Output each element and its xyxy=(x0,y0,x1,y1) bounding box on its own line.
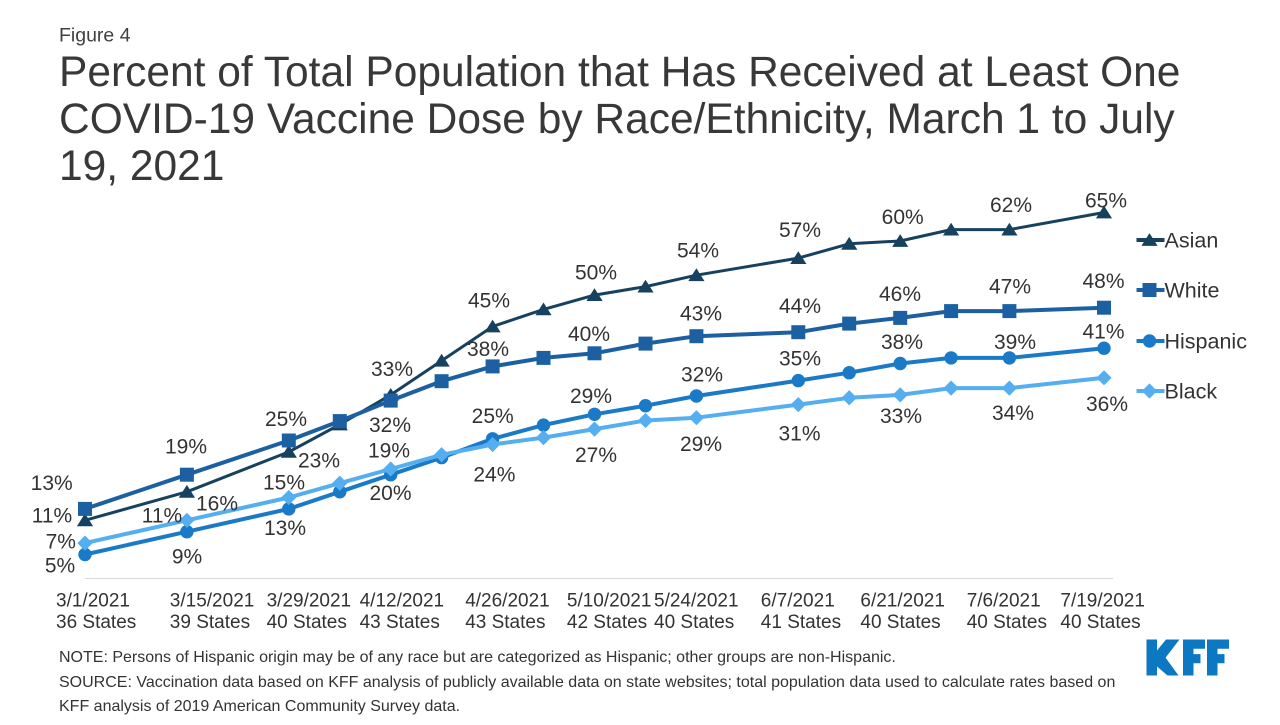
svg-text:16%: 16% xyxy=(196,492,238,515)
svg-text:11%: 11% xyxy=(142,504,182,527)
svg-text:34%: 34% xyxy=(992,402,1034,425)
svg-text:KFF analysis of 2019 American: KFF analysis of 2019 American Community … xyxy=(59,698,460,715)
svg-text:NOTE: Persons of Hispanic orig: NOTE: Persons of Hispanic origin may be … xyxy=(59,649,896,666)
svg-text:45%: 45% xyxy=(468,289,510,312)
svg-text:13%: 13% xyxy=(264,517,306,540)
svg-text:3/1/2021: 3/1/2021 xyxy=(56,591,130,612)
svg-text:Asian: Asian xyxy=(1165,229,1219,253)
svg-text:35%: 35% xyxy=(779,347,821,370)
svg-text:11%: 11% xyxy=(32,504,72,527)
svg-text:19%: 19% xyxy=(165,435,207,458)
svg-text:36%: 36% xyxy=(1086,393,1128,416)
svg-text:41 States: 41 States xyxy=(761,612,841,633)
svg-text:19%: 19% xyxy=(368,439,410,462)
svg-text:40 States: 40 States xyxy=(1060,612,1140,633)
svg-text:40 States: 40 States xyxy=(654,612,734,633)
svg-text:COVID-19 Vaccine Dose by Race/: COVID-19 Vaccine Dose by Race/Ethnicity,… xyxy=(59,96,1175,143)
svg-text:41%: 41% xyxy=(1082,320,1124,343)
svg-text:Hispanic: Hispanic xyxy=(1165,330,1248,354)
svg-text:57%: 57% xyxy=(779,219,821,242)
svg-text:19, 2021: 19, 2021 xyxy=(59,143,224,190)
svg-text:25%: 25% xyxy=(472,405,514,428)
svg-text:15%: 15% xyxy=(263,471,305,494)
svg-text:54%: 54% xyxy=(677,239,719,262)
svg-text:33%: 33% xyxy=(371,358,413,381)
svg-text:47%: 47% xyxy=(989,276,1031,299)
svg-text:39%: 39% xyxy=(994,331,1036,354)
svg-text:6/21/2021: 6/21/2021 xyxy=(860,591,945,612)
svg-text:60%: 60% xyxy=(882,206,924,229)
svg-text:SOURCE: Vaccination data based: SOURCE: Vaccination data based on KFF an… xyxy=(59,674,1115,691)
svg-text:43%: 43% xyxy=(680,302,722,325)
svg-text:46%: 46% xyxy=(879,283,921,306)
svg-text:39 States: 39 States xyxy=(170,612,250,633)
svg-text:42 States: 42 States xyxy=(567,612,647,633)
svg-text:44%: 44% xyxy=(779,295,821,318)
svg-text:27%: 27% xyxy=(575,444,617,467)
svg-text:31%: 31% xyxy=(778,422,820,445)
svg-text:9%: 9% xyxy=(172,545,202,568)
svg-text:Black: Black xyxy=(1165,380,1218,404)
svg-text:Percent of Total Population th: Percent of Total Population that Has Rec… xyxy=(59,49,1180,96)
svg-text:5/10/2021: 5/10/2021 xyxy=(567,591,652,612)
svg-text:7/6/2021: 7/6/2021 xyxy=(967,591,1041,612)
svg-text:65%: 65% xyxy=(1085,189,1127,212)
svg-text:32%: 32% xyxy=(369,414,411,437)
svg-text:13%: 13% xyxy=(31,472,73,495)
svg-text:38%: 38% xyxy=(467,338,509,361)
svg-text:33%: 33% xyxy=(880,405,922,428)
svg-text:7%: 7% xyxy=(46,531,76,554)
svg-text:3/15/2021: 3/15/2021 xyxy=(170,591,255,612)
svg-text:6/7/2021: 6/7/2021 xyxy=(761,591,835,612)
svg-text:48%: 48% xyxy=(1082,270,1124,293)
svg-text:25%: 25% xyxy=(265,408,307,431)
svg-text:40 States: 40 States xyxy=(860,612,940,633)
svg-text:40%: 40% xyxy=(568,323,610,346)
svg-text:29%: 29% xyxy=(570,385,612,408)
svg-text:4/12/2021: 4/12/2021 xyxy=(360,591,445,612)
svg-text:29%: 29% xyxy=(680,433,722,456)
svg-text:4/26/2021: 4/26/2021 xyxy=(465,591,550,612)
svg-text:40 States: 40 States xyxy=(967,612,1047,633)
svg-text:36 States: 36 States xyxy=(56,612,136,633)
svg-text:5/24/2021: 5/24/2021 xyxy=(654,591,739,612)
svg-text:38%: 38% xyxy=(881,331,923,354)
svg-text:50%: 50% xyxy=(575,261,617,284)
svg-text:32%: 32% xyxy=(681,363,723,386)
svg-text:40 States: 40 States xyxy=(267,612,347,633)
svg-text:24%: 24% xyxy=(473,463,515,486)
svg-text:23%: 23% xyxy=(298,449,340,472)
svg-text:20%: 20% xyxy=(369,482,411,505)
svg-text:3/29/2021: 3/29/2021 xyxy=(267,591,352,612)
svg-text:62%: 62% xyxy=(990,194,1032,217)
svg-text:5%: 5% xyxy=(45,554,75,577)
svg-text:White: White xyxy=(1165,279,1220,303)
svg-text:43 States: 43 States xyxy=(360,612,440,633)
svg-text:Figure 4: Figure 4 xyxy=(59,25,131,47)
svg-text:7/19/2021: 7/19/2021 xyxy=(1060,591,1145,612)
svg-text:43 States: 43 States xyxy=(465,612,545,633)
